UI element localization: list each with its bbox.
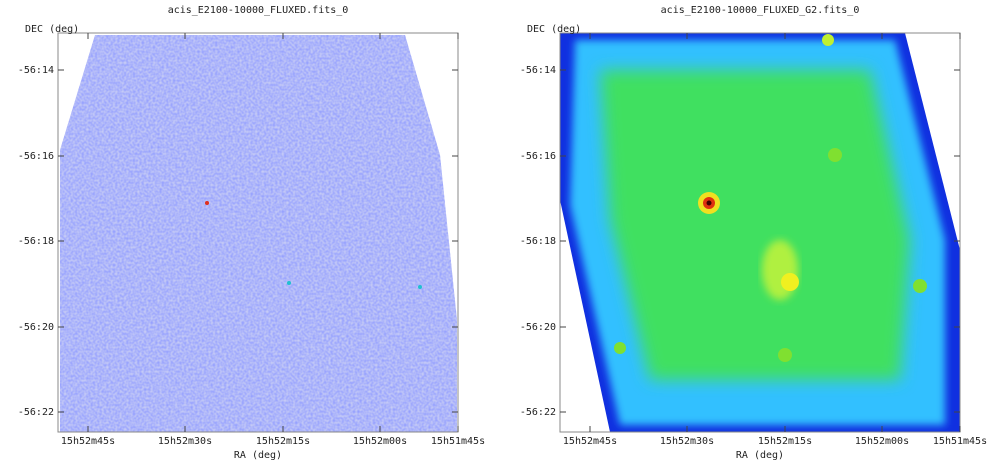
y-axis-label: DEC (deg) (25, 24, 79, 35)
y-tick-label: -56:20 (520, 322, 556, 333)
x-axis-label: RA (deg) (736, 450, 784, 461)
y-tick-label: -56:18 (520, 236, 556, 247)
frame-right (559, 32, 961, 433)
x-tick-label: 15h52m00s (353, 436, 407, 447)
y-tick-label: -56:18 (18, 236, 54, 247)
y-tick-label: -56:16 (520, 151, 556, 162)
x-tick-label: 15h52m15s (758, 436, 812, 447)
x-tick-label: 15h51m45s (431, 436, 485, 447)
x-tick-label: 15h52m45s (563, 436, 617, 447)
image-left (60, 35, 457, 432)
y-tick-label: -56:22 (520, 407, 556, 418)
y-tick-label: -56:14 (18, 65, 54, 76)
image-right (560, 33, 960, 432)
y-tick-label: -56:20 (18, 322, 54, 333)
frame-left (57, 32, 459, 433)
x-tick-label: 15h52m00s (855, 436, 909, 447)
y-tick-label: -56:14 (520, 65, 556, 76)
x-tick-label: 15h51m45s (933, 436, 987, 447)
x-tick-label: 15h52m45s (61, 436, 115, 447)
y-tick-label: -56:16 (18, 151, 54, 162)
y-axis-label: DEC (deg) (527, 24, 581, 35)
panel-title: acis_E2100-10000_FLUXED_G2.fits_0 (661, 5, 860, 16)
x-axis-label: RA (deg) (234, 450, 282, 461)
y-tick-label: -56:22 (18, 407, 54, 418)
x-tick-label: 15h52m30s (158, 436, 212, 447)
x-tick-label: 15h52m30s (660, 436, 714, 447)
panel-title: acis_E2100-10000_FLUXED.fits_0 (168, 5, 349, 16)
x-tick-label: 15h52m15s (256, 436, 310, 447)
